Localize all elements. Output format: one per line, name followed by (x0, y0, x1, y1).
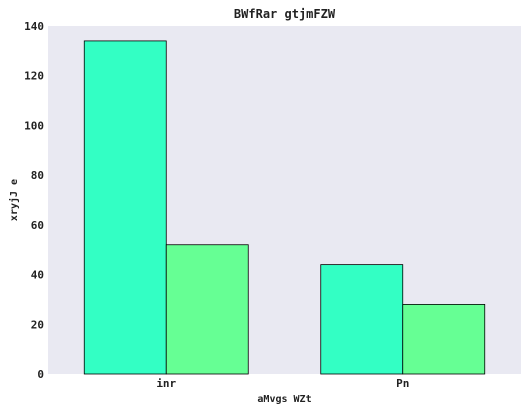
y-tick-label: 60 (31, 219, 44, 232)
y-tick-label: 140 (24, 20, 44, 33)
y-tick-label: 120 (24, 70, 44, 83)
y-tick-label: 40 (31, 269, 44, 282)
x-tick-label-inr: inr (156, 377, 176, 390)
x-axis-label: aMvgs WZt (257, 394, 311, 405)
bar-Pn-series-1 (320, 264, 404, 375)
y-axis-label: xryjJ e (8, 179, 20, 221)
y-tick-label: 100 (24, 119, 44, 132)
x-axis-ticks: inr Pn (156, 377, 409, 390)
y-axis-ticks: 0 20 40 60 80 100 120 140 (24, 20, 44, 381)
y-tick-label: 0 (37, 368, 44, 381)
bars-group (83, 40, 486, 375)
y-tick-label: 20 (31, 318, 44, 331)
bar-inr-series-2 (165, 244, 249, 375)
y-tick-label: 80 (31, 169, 44, 182)
bar-Pn-series-2 (402, 303, 486, 375)
bar-inr-series-1 (83, 40, 167, 375)
x-tick-label-Pn: Pn (396, 377, 409, 390)
chart-title: BWfRar gtjmFZW (234, 7, 336, 21)
